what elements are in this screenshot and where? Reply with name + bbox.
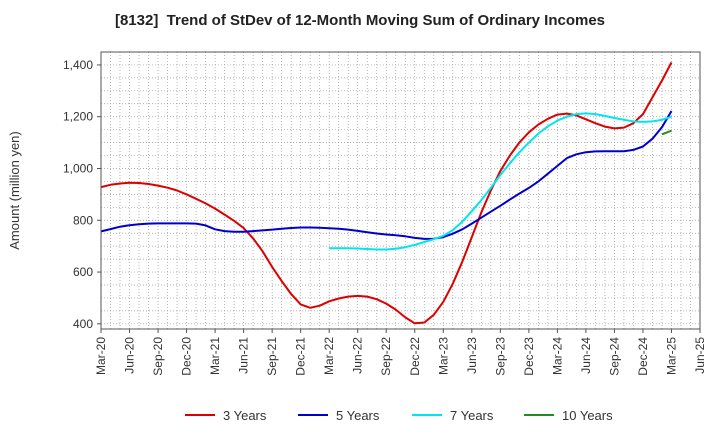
legend-label: 7 Years — [450, 408, 494, 423]
x-tick-label: Jun-24 — [579, 337, 593, 374]
x-tick-label: Dec-22 — [408, 337, 422, 376]
x-tick-label: Sep-20 — [151, 337, 165, 376]
x-tick-label: Mar-25 — [664, 337, 678, 375]
series-line-10-years — [661, 129, 672, 136]
legend-label: 3 Years — [223, 408, 267, 423]
y-axis-label: Amount (million yen) — [7, 131, 22, 250]
x-tick-label: Jun-20 — [123, 337, 137, 374]
plot-area-frame — [100, 51, 701, 330]
legend-label: 10 Years — [562, 408, 613, 423]
y-axis-ticks: 400 600 800 1,000 1,200 1,400 — [63, 58, 101, 331]
x-tick-label: Jun-23 — [465, 337, 479, 374]
x-tick-label: Sep-23 — [493, 337, 507, 376]
y-tick-label: 1,200 — [63, 110, 93, 124]
y-tick-label: 600 — [73, 265, 93, 279]
x-tick-label: Sep-21 — [265, 337, 279, 376]
legend-label: 5 Years — [336, 408, 380, 423]
x-tick-label: Jun-22 — [351, 337, 365, 374]
x-tick-label: Mar-22 — [322, 337, 336, 375]
x-tick-label: Dec-20 — [180, 337, 194, 376]
series-line-7-years — [329, 112, 672, 251]
x-axis-ticks: Mar-20 Jun-20 Sep-20 Dec-20 Mar-21 Jun-21 Sep-… — [94, 329, 707, 376]
series-line-3-years — [100, 61, 673, 325]
x-tick-label: Sep-22 — [379, 337, 393, 376]
x-tick-label: Jun-21 — [237, 337, 251, 374]
legend: 3 Years 5 Years 7 Years 10 Years — [185, 408, 613, 423]
x-tick-label: Mar-20 — [94, 337, 108, 375]
x-tick-label: Dec-24 — [636, 337, 650, 376]
chart-title: [8132] Trend of StDev of 12-Month Moving… — [114, 12, 606, 29]
x-tick-label: Dec-21 — [294, 337, 308, 376]
series-lines — [100, 61, 673, 325]
x-tick-label: Dec-23 — [522, 337, 536, 376]
y-tick-label: 400 — [73, 317, 93, 331]
x-tick-label: Mar-21 — [208, 337, 222, 375]
y-tick-label: 800 — [73, 213, 93, 227]
y-tick-label: 1,400 — [63, 58, 93, 72]
x-tick-label: Mar-23 — [436, 337, 450, 375]
y-tick-label: 1,000 — [63, 161, 93, 175]
series-line-5-years — [100, 110, 673, 240]
x-tick-label: Mar-24 — [550, 337, 564, 375]
x-tick-label: Sep-24 — [607, 337, 621, 376]
grid-lines — [100, 52, 701, 329]
x-tick-label: Jun-25 — [693, 337, 707, 374]
